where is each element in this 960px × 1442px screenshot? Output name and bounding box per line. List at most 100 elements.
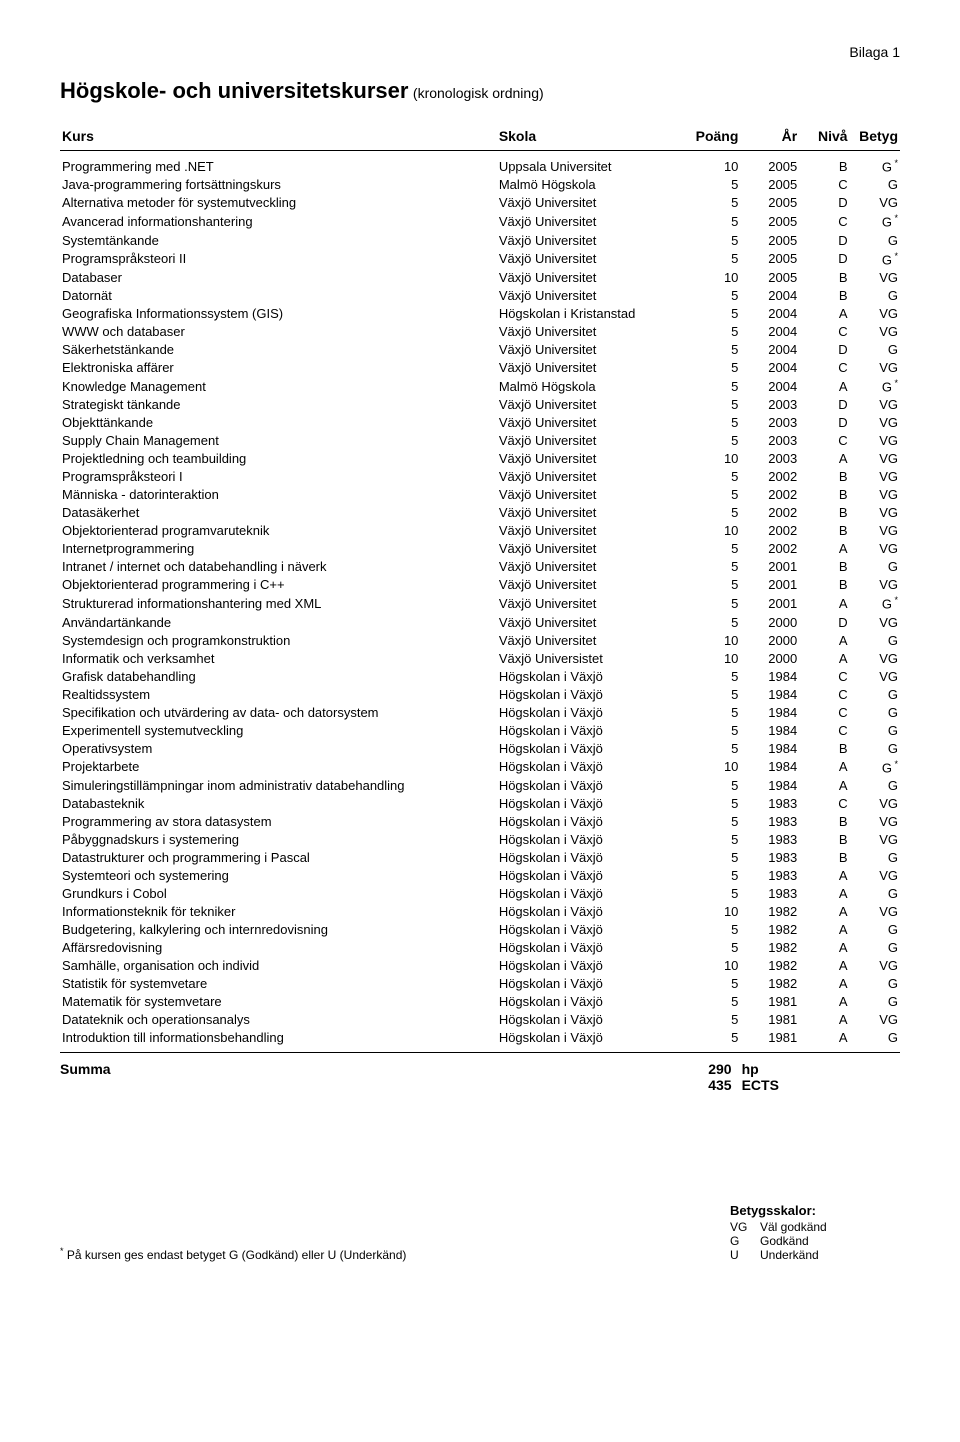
table-row: Java-programmering fortsättningskursMalm… <box>60 176 900 194</box>
cell-niva: A <box>799 956 849 974</box>
cell-poang: 5 <box>682 176 741 194</box>
cell-ar: 2004 <box>740 358 799 376</box>
cell-ar: 2005 <box>740 212 799 231</box>
cell-kurs: Projektledning och teambuilding <box>60 450 497 468</box>
cell-ar: 1984 <box>740 667 799 685</box>
cell-kurs: Datornät <box>60 286 497 304</box>
cell-ar: 2005 <box>740 176 799 194</box>
cell-kurs: Supply Chain Management <box>60 432 497 450</box>
cell-betyg: G <box>850 884 900 902</box>
cell-poang: 5 <box>682 830 741 848</box>
cell-betyg: G <box>850 558 900 576</box>
cell-kurs: Programspråksteori II <box>60 249 497 268</box>
cell-skola: Växjö Universitet <box>497 594 682 613</box>
cell-poang: 5 <box>682 540 741 558</box>
cell-niva: A <box>799 1010 849 1028</box>
table-row: Programmering av stora datasystemHögskol… <box>60 812 900 830</box>
cell-ar: 1983 <box>740 848 799 866</box>
cell-niva: A <box>799 884 849 902</box>
cell-niva: A <box>799 920 849 938</box>
cell-skola: Högskolan i Växjö <box>497 866 682 884</box>
cell-kurs: Användartänkande <box>60 613 497 631</box>
cell-kurs: Grafisk databehandling <box>60 667 497 685</box>
cell-niva: B <box>799 522 849 540</box>
cell-poang: 10 <box>682 649 741 667</box>
cell-skola: Växjö Universitet <box>497 340 682 358</box>
table-row: Systemdesign och programkonstruktionVäxj… <box>60 631 900 649</box>
cell-betyg: VG <box>850 830 900 848</box>
cell-betyg: VG <box>850 194 900 212</box>
cell-betyg: G <box>850 685 900 703</box>
cell-kurs: Internetprogrammering <box>60 540 497 558</box>
cell-kurs: Informationsteknik för tekniker <box>60 902 497 920</box>
cell-kurs: Geografiska Informationssystem (GIS) <box>60 304 497 322</box>
cell-ar: 1982 <box>740 938 799 956</box>
cell-skola: Växjö Universitet <box>497 486 682 504</box>
cell-betyg: G * <box>850 212 900 231</box>
cell-skola: Växjö Universitet <box>497 358 682 376</box>
table-row: RealtidssystemHögskolan i Växjö51984CG <box>60 685 900 703</box>
cell-kurs: Systemtänkande <box>60 231 497 249</box>
cell-kurs: Knowledge Management <box>60 376 497 395</box>
sum-values: 290 hp 435 ECTS <box>682 1061 900 1093</box>
cell-skola: Högskolan i Växjö <box>497 938 682 956</box>
cell-niva: B <box>799 286 849 304</box>
cell-ar: 2003 <box>740 414 799 432</box>
table-row: Specifikation och utvärdering av data- o… <box>60 703 900 721</box>
star-icon: * <box>892 158 898 168</box>
cell-kurs: Samhälle, organisation och individ <box>60 956 497 974</box>
cell-betyg: VG <box>850 486 900 504</box>
cell-poang: 5 <box>682 776 741 794</box>
cell-niva: B <box>799 812 849 830</box>
grade-code: G <box>730 1234 760 1248</box>
cell-ar: 1984 <box>740 757 799 776</box>
cell-kurs: Påbyggnadskurs i systemering <box>60 830 497 848</box>
cell-niva: A <box>799 304 849 322</box>
table-row: AffärsredovisningHögskolan i Växjö51982A… <box>60 938 900 956</box>
table-row: InternetprogrammeringVäxjö Universitet52… <box>60 540 900 558</box>
cell-skola: Växjö Universitet <box>497 504 682 522</box>
cell-ar: 1984 <box>740 703 799 721</box>
cell-skola: Högskolan i Växjö <box>497 1010 682 1028</box>
cell-skola: Växjö Universitet <box>497 414 682 432</box>
table-row: Intranet / internet och databehandling i… <box>60 558 900 576</box>
cell-kurs: Realtidssystem <box>60 685 497 703</box>
cell-poang: 10 <box>682 151 741 176</box>
cell-niva: B <box>799 486 849 504</box>
cell-poang: 10 <box>682 268 741 286</box>
cell-poang: 5 <box>682 212 741 231</box>
cell-betyg: VG <box>850 1010 900 1028</box>
cell-niva: B <box>799 268 849 286</box>
cell-betyg: G <box>850 776 900 794</box>
cell-ar: 1983 <box>740 884 799 902</box>
cell-kurs: Intranet / internet och databehandling i… <box>60 558 497 576</box>
table-row: Samhälle, organisation och individHögsko… <box>60 956 900 974</box>
document-page: Bilaga 1 Högskole- och universitetskurse… <box>0 0 960 1302</box>
cell-betyg: G <box>850 340 900 358</box>
table-row: WWW och databaserVäxjö Universitet52004C… <box>60 322 900 340</box>
cell-kurs: Grundkurs i Cobol <box>60 884 497 902</box>
cell-niva: A <box>799 992 849 1010</box>
grade-scale: Betygsskalor: VGVäl godkändGGodkändUUnde… <box>730 1203 900 1262</box>
cell-betyg: G * <box>850 376 900 395</box>
star-icon: * <box>892 759 898 769</box>
cell-poang: 5 <box>682 249 741 268</box>
table-row: DatabasteknikHögskolan i Växjö51983CVG <box>60 794 900 812</box>
cell-ar: 1983 <box>740 830 799 848</box>
cell-betyg: G * <box>850 151 900 176</box>
cell-poang: 5 <box>682 504 741 522</box>
col-niva: Nivå <box>799 124 849 151</box>
cell-niva: B <box>799 576 849 594</box>
cell-niva: A <box>799 649 849 667</box>
cell-niva: D <box>799 396 849 414</box>
cell-poang: 10 <box>682 956 741 974</box>
cell-betyg: VG <box>850 522 900 540</box>
table-body: Programmering med .NETUppsala Universite… <box>60 151 900 1047</box>
cell-poang: 5 <box>682 322 741 340</box>
cell-skola: Växjö Universitet <box>497 396 682 414</box>
cell-betyg: G <box>850 1028 900 1046</box>
cell-ar: 2004 <box>740 322 799 340</box>
cell-skola: Högskolan i Växjö <box>497 974 682 992</box>
cell-ar: 2004 <box>740 286 799 304</box>
cell-ar: 2001 <box>740 558 799 576</box>
